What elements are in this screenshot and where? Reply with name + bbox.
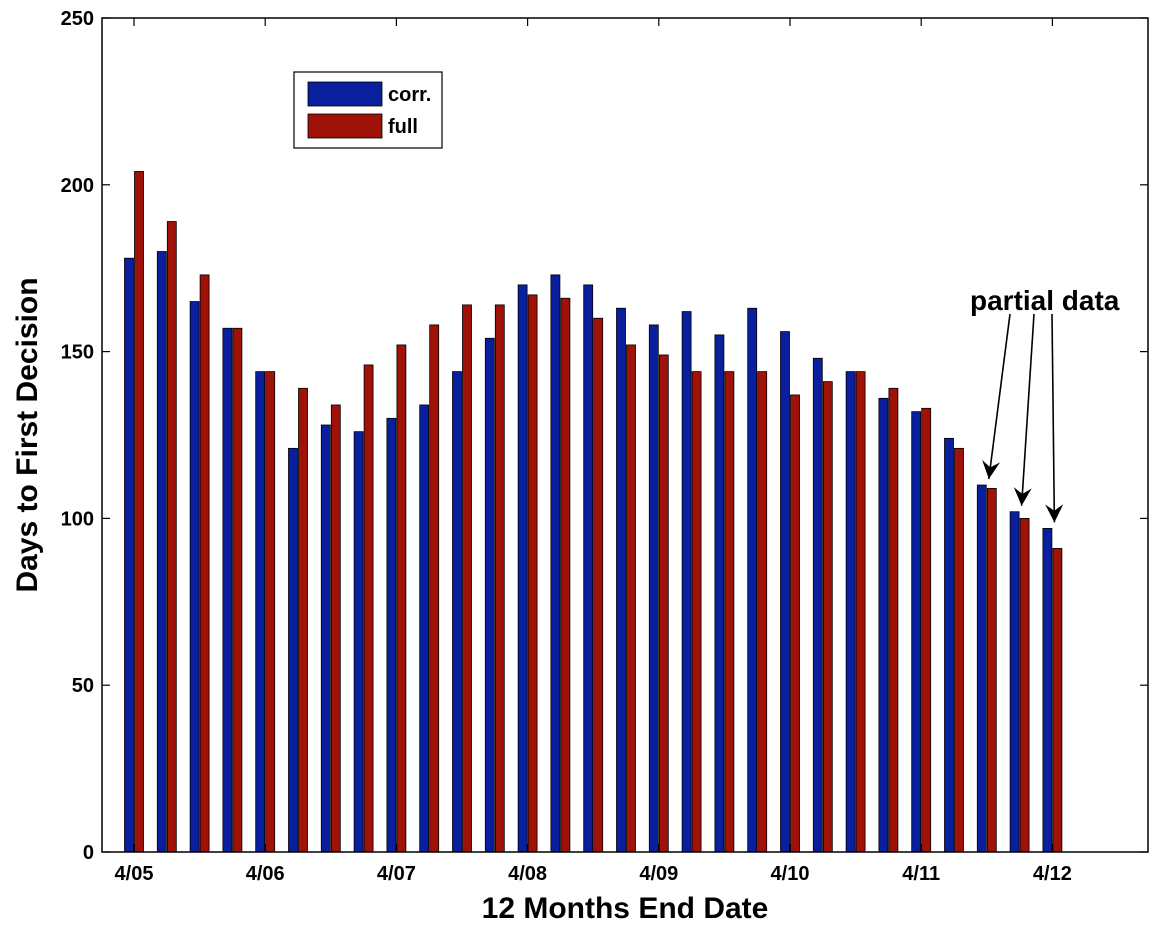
bar-corr-19 (747, 307, 758, 853)
bar-full-24 (921, 407, 932, 853)
annotation-arrow-line (1020, 313, 1035, 506)
bar-corr-27 (1009, 511, 1020, 853)
bar-full-23 (888, 387, 899, 853)
y-tick-label: 200 (61, 175, 94, 197)
bar-corr-8 (386, 417, 397, 853)
annotation-text: partial data (970, 285, 1120, 316)
bar-full-5 (298, 387, 308, 853)
bar-full-27 (1019, 518, 1030, 853)
bar-full-28 (1052, 548, 1063, 853)
axis-ticks: 0 50 100 150 200 250 4/05 4/06 4/07 4/08 4/09 4/10 4… (61, 8, 1148, 885)
bar-corr-5 (288, 447, 298, 853)
bar-corr-15 (616, 307, 626, 853)
bar-full-11 (494, 304, 505, 853)
bar-full-2 (199, 274, 210, 853)
bar-corr-3 (222, 327, 233, 853)
bar-corr-7 (353, 431, 364, 853)
legend-swatch-full (307, 113, 383, 139)
bar-corr-18 (714, 334, 725, 853)
bar-full-1 (166, 221, 177, 853)
x-tick-label: 4/07 (377, 863, 416, 885)
bar-corr-16 (648, 324, 659, 853)
bar-corr-22 (845, 371, 856, 853)
y-tick-label: 50 (72, 675, 94, 697)
bar-full-16 (658, 354, 669, 853)
annotation-arrows (982, 313, 1064, 523)
bar-corr-6 (320, 424, 331, 853)
legend-swatch-corr (307, 81, 383, 107)
y-tick-label: 0 (83, 842, 94, 864)
bar-full-14 (593, 317, 604, 853)
bar-full-7 (363, 364, 374, 853)
y-tick-label: 100 (61, 508, 94, 530)
bar-corr-12 (517, 284, 528, 853)
bar-full-17 (691, 371, 702, 853)
x-axis-title: 12 Months End Date (482, 892, 769, 925)
bar-full-9 (429, 324, 440, 853)
bar-full-4 (265, 371, 276, 853)
bar-full-18 (724, 371, 735, 853)
bar-full-3 (232, 327, 243, 853)
bar-full-0 (134, 171, 144, 853)
x-tick-label: 4/05 (115, 863, 154, 885)
bar-full-15 (626, 344, 636, 853)
annotation-arrow-head (982, 460, 1001, 480)
bar-full-6 (330, 404, 341, 853)
bar-corr-21 (812, 357, 823, 853)
bar-corr-20 (780, 331, 790, 853)
bar-corr-23 (878, 397, 889, 853)
bar-corr-17 (681, 311, 692, 853)
bar-full-8 (396, 344, 407, 853)
x-tick-label: 4/06 (246, 863, 285, 885)
bar-corr-9 (419, 404, 430, 853)
x-tick-label: 4/08 (508, 863, 547, 885)
bar-full-25 (954, 447, 964, 853)
bar-corr-24 (911, 411, 922, 853)
annotation-arrow-head (1013, 487, 1032, 506)
x-tick-label: 4/10 (771, 863, 810, 885)
bar-corr-4 (255, 371, 266, 853)
bar-full-10 (462, 304, 472, 853)
bars-group (124, 171, 1063, 853)
bar-full-22 (855, 371, 866, 853)
bar-corr-13 (550, 274, 561, 853)
legend-label-full: full (388, 116, 418, 138)
y-tick-label: 250 (61, 8, 94, 30)
x-tick-label: 4/11 (902, 863, 940, 885)
annotation-arrow-head (1045, 504, 1064, 523)
bar-full-26 (986, 487, 997, 853)
annotation-arrow-line (1051, 313, 1056, 523)
bar-corr-11 (484, 337, 495, 853)
x-tick-label: 4/09 (639, 863, 678, 885)
legend-label-corr: corr. (388, 84, 431, 106)
bar-corr-14 (583, 284, 594, 853)
bar-corr-0 (124, 257, 134, 853)
legend: corr. full (293, 71, 443, 149)
bar-corr-28 (1042, 528, 1053, 853)
bar-full-12 (527, 294, 538, 853)
annotation-arrow-line (988, 313, 1011, 480)
bar-corr-26 (976, 484, 987, 853)
bar-corr-10 (452, 371, 462, 853)
bar-full-13 (560, 297, 571, 853)
bar-full-19 (757, 371, 768, 853)
y-axis-title: Days to First Decision (11, 277, 44, 592)
bar-corr-1 (156, 251, 167, 853)
bar-full-20 (790, 394, 800, 853)
partial-data-annotation: partial data (970, 285, 1120, 523)
axes-frame (101, 17, 1149, 853)
y-tick-label: 150 (61, 342, 94, 364)
bar-corr-2 (189, 301, 200, 853)
bar-full-21 (822, 381, 833, 853)
x-tick-label: 4/12 (1033, 863, 1072, 885)
bar-corr-25 (944, 437, 954, 853)
